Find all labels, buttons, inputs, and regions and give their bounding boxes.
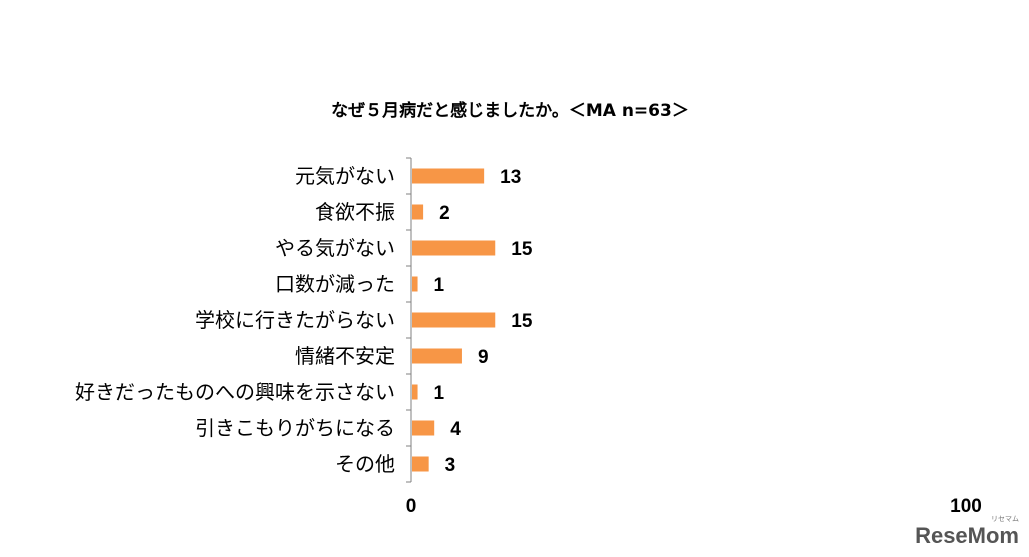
value-label: 3 [445, 455, 456, 476]
category-label: その他 [335, 452, 395, 476]
category-labels: 元気がない食欲不振やる気がない口数が減った学校に行きたがらない情緒不安定好きだっ… [75, 164, 395, 476]
value-label: 2 [439, 203, 450, 224]
bars [412, 168, 496, 472]
category-label: やる気がない [275, 236, 395, 260]
resemom-logo: ReseMom リセマム [915, 516, 1019, 549]
bar [412, 240, 496, 256]
bar [412, 420, 435, 436]
chart-title: なぜ５月病だと感じましたか。＜MA n=63＞ [331, 100, 689, 121]
category-label: 学校に行きたがらない [195, 308, 395, 332]
value-label: 1 [434, 275, 445, 296]
bar [412, 348, 462, 364]
value-label: 4 [450, 419, 461, 440]
bar [412, 204, 424, 220]
logo-subtext: リセマム [991, 516, 1019, 523]
category-label: 食欲不振 [315, 200, 395, 224]
category-label: 引きこもりがちになる [195, 416, 395, 440]
category-label: 口数が減った [275, 272, 395, 296]
x-tick-label: 0 [406, 496, 417, 517]
bar [412, 384, 418, 400]
category-label: 元気がない [295, 164, 395, 188]
x-tick-label: 100 [950, 496, 982, 517]
value-label: 1 [434, 383, 445, 404]
y-axis [406, 157, 412, 483]
bar [412, 276, 418, 292]
bar [412, 456, 429, 472]
value-label: 15 [511, 311, 533, 332]
logo-text: ReseMom [915, 523, 1019, 548]
bar [412, 312, 496, 328]
category-label: 情緒不安定 [295, 344, 395, 368]
value-label: 9 [478, 347, 489, 368]
category-label: 好きだったものへの興味を示さない [75, 380, 395, 404]
value-label: 13 [500, 167, 521, 188]
x-axis: 0 100 [406, 496, 982, 517]
bar [412, 168, 485, 184]
value-label: 15 [511, 239, 533, 260]
